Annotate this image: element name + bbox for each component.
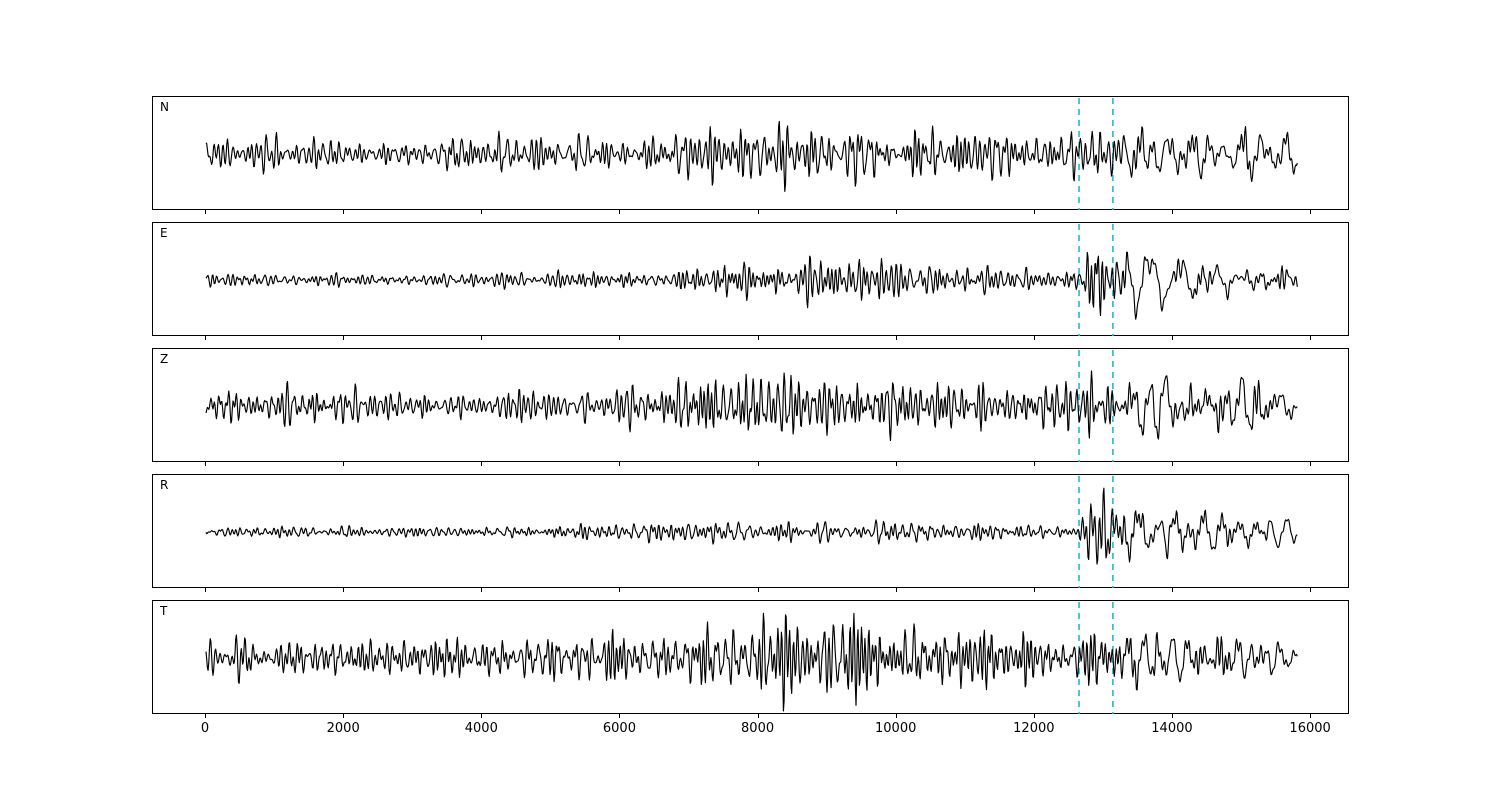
waveform-panel-N: N (152, 96, 1349, 210)
x-tick-mark (895, 714, 897, 718)
x-tick-mark (481, 210, 483, 214)
panel-label: T (160, 604, 168, 618)
x-tick-mark (343, 210, 345, 214)
x-tick-label: 12000 (1013, 721, 1055, 736)
x-tick-label: 8000 (741, 721, 775, 736)
x-tick-mark (1033, 714, 1035, 718)
waveform-panel-T: T (152, 600, 1349, 714)
panel-label: E (160, 226, 168, 240)
trace-plot-area (205, 98, 1298, 210)
x-tick-mark (619, 336, 621, 340)
x-tick-mark (619, 588, 621, 592)
waveform-trace (205, 487, 1298, 565)
x-tick-mark (1171, 336, 1173, 340)
x-tick-mark (1310, 210, 1312, 214)
x-tick-mark (481, 462, 483, 466)
trace-plot-area (205, 224, 1298, 336)
x-tick-mark (757, 588, 759, 592)
x-tick-mark (895, 588, 897, 592)
x-tick-mark (619, 462, 621, 466)
x-tick-mark (343, 714, 345, 718)
panel-label: N (160, 100, 169, 114)
x-tick-mark (1033, 210, 1035, 214)
waveform-panel-E: E (152, 222, 1349, 336)
waveform-panel-Z: Z (152, 348, 1349, 462)
x-tick-mark (1310, 462, 1312, 466)
x-tick-mark (757, 462, 759, 466)
x-tick-mark (205, 336, 207, 340)
x-tick-mark (895, 462, 897, 466)
x-tick-mark (205, 462, 207, 466)
x-tick-mark (757, 714, 759, 718)
x-tick-mark (343, 336, 345, 340)
x-tick-label: 14000 (1151, 721, 1193, 736)
x-tick-mark (1310, 714, 1312, 718)
x-tick-mark (1033, 336, 1035, 340)
x-tick-mark (895, 336, 897, 340)
x-tick-mark (343, 462, 345, 466)
trace-plot-area (205, 476, 1298, 588)
waveform-trace (205, 251, 1298, 320)
x-tick-mark (205, 714, 207, 718)
x-tick-label: 16000 (1289, 721, 1331, 736)
waveform-trace (205, 120, 1298, 192)
x-tick-mark (1033, 462, 1035, 466)
x-tick-mark (1171, 714, 1173, 718)
x-tick-mark (481, 588, 483, 592)
panel-label: R (160, 478, 169, 492)
waveform-panel-R: R (152, 474, 1349, 588)
x-tick-mark (205, 210, 207, 214)
x-tick-label: 10000 (875, 721, 917, 736)
panel-label: Z (160, 352, 169, 366)
x-tick-mark (619, 210, 621, 214)
x-tick-mark (1171, 210, 1173, 214)
x-tick-mark (481, 336, 483, 340)
x-tick-mark (205, 588, 207, 592)
x-tick-label: 6000 (602, 721, 636, 736)
x-tick-mark (1171, 462, 1173, 466)
x-tick-mark (619, 714, 621, 718)
x-tick-mark (481, 714, 483, 718)
x-tick-label: 4000 (464, 721, 498, 736)
trace-plot-area (205, 602, 1298, 714)
trace-plot-area (205, 350, 1298, 462)
x-tick-mark (757, 210, 759, 214)
waveform-trace (205, 370, 1298, 442)
x-tick-label: 2000 (326, 721, 360, 736)
x-tick-mark (1310, 336, 1312, 340)
x-tick-mark (757, 336, 759, 340)
waveform-trace (205, 612, 1298, 712)
x-tick-mark (1033, 588, 1035, 592)
x-tick-mark (1310, 588, 1312, 592)
x-tick-mark (343, 588, 345, 592)
x-tick-mark (895, 210, 897, 214)
x-tick-label: 0 (200, 721, 210, 736)
x-tick-mark (1171, 588, 1173, 592)
